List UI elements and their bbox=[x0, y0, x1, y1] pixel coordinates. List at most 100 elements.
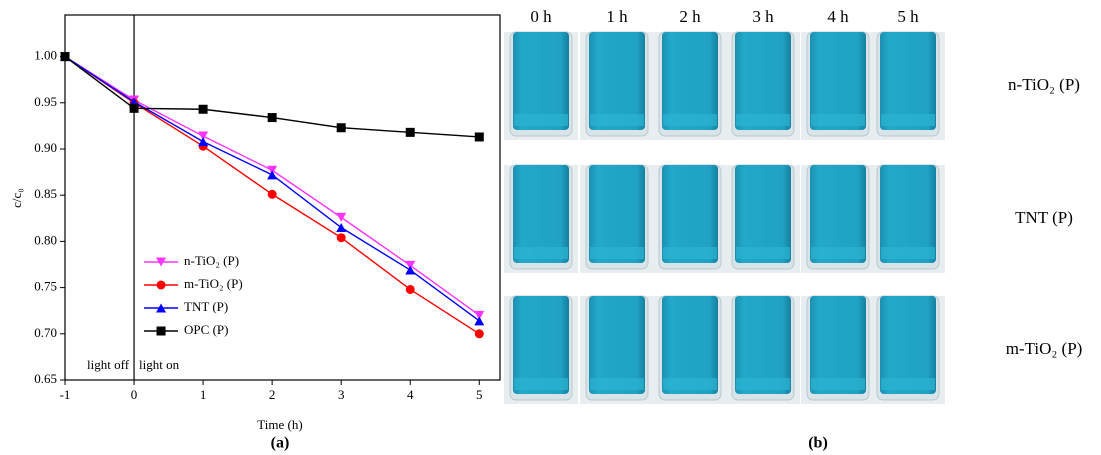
column-label: 5 h bbox=[897, 7, 919, 26]
y-tick-label: 0.65 bbox=[34, 371, 57, 386]
marker bbox=[267, 189, 277, 199]
column-label: 1 h bbox=[606, 7, 628, 26]
y-tick-label: 0.95 bbox=[34, 94, 57, 109]
liquid bbox=[810, 165, 866, 263]
liquid bbox=[880, 165, 936, 263]
marker bbox=[198, 131, 209, 141]
marker bbox=[156, 257, 167, 267]
marker bbox=[336, 223, 347, 233]
liquid bbox=[880, 32, 936, 130]
liquid-bottom bbox=[736, 378, 790, 390]
marker bbox=[156, 326, 166, 336]
x-tick-label: 1 bbox=[200, 387, 207, 402]
liquid-bottom bbox=[811, 378, 865, 390]
y-tick-label: 0.75 bbox=[34, 279, 57, 294]
series-line bbox=[64, 55, 480, 316]
liquid bbox=[810, 296, 866, 394]
liquid-bottom bbox=[736, 114, 790, 126]
row-label: n-TiO₂ (P) bbox=[1008, 75, 1080, 94]
column-label: 4 h bbox=[827, 7, 849, 26]
legend: n-TiO₂ (P) m-TiO₂ (P) TNT (P) OPC (P) bbox=[144, 253, 243, 337]
marker bbox=[405, 127, 415, 137]
legend-label: OPC (P) bbox=[184, 322, 228, 337]
legend-marker bbox=[156, 326, 166, 336]
legend-marker bbox=[156, 280, 166, 290]
liquid bbox=[589, 296, 645, 394]
caption: (a) bbox=[271, 435, 290, 452]
x-tick-label: 3 bbox=[338, 387, 345, 402]
marker bbox=[267, 165, 278, 175]
y-tick-label: 0.90 bbox=[34, 140, 57, 155]
marker bbox=[267, 113, 277, 123]
y-tick-label: 0.80 bbox=[34, 232, 57, 247]
liquid-bottom bbox=[663, 247, 717, 259]
liquid-bottom bbox=[514, 378, 568, 390]
marker bbox=[474, 132, 484, 142]
liquid bbox=[589, 32, 645, 130]
column-label: 3 h bbox=[752, 7, 774, 26]
marker bbox=[474, 329, 484, 339]
x-tick-label: -1 bbox=[60, 387, 71, 402]
liquid-bottom bbox=[590, 114, 644, 126]
y-tick-label: 0.70 bbox=[34, 325, 57, 340]
liquid-bottom bbox=[590, 378, 644, 390]
x-axis-label: Time (h) bbox=[257, 417, 302, 432]
plot-frame bbox=[64, 14, 501, 381]
liquid bbox=[735, 296, 791, 394]
liquid-bottom bbox=[514, 247, 568, 259]
liquid bbox=[662, 296, 718, 394]
marker bbox=[267, 170, 278, 180]
marker bbox=[336, 233, 346, 243]
liquid-bottom bbox=[663, 114, 717, 126]
legend-label: m-TiO₂ (P) bbox=[184, 276, 243, 291]
row-label: TNT (P) bbox=[1015, 208, 1073, 227]
marker bbox=[156, 280, 166, 290]
liquid-bottom bbox=[811, 247, 865, 259]
marker bbox=[60, 52, 70, 62]
liquid-bottom bbox=[663, 378, 717, 390]
marker bbox=[156, 303, 167, 313]
column-label: 0 h bbox=[530, 7, 552, 26]
liquid-bottom bbox=[736, 247, 790, 259]
liquid bbox=[880, 296, 936, 394]
liquid bbox=[513, 165, 569, 263]
liquid bbox=[810, 32, 866, 130]
liquid-bottom bbox=[881, 114, 935, 126]
liquid bbox=[662, 32, 718, 130]
y-axis-label: c/c₀ bbox=[9, 188, 24, 208]
liquid-bottom bbox=[514, 114, 568, 126]
x-tick-label: 0 bbox=[131, 387, 138, 402]
annotation: light on bbox=[139, 357, 180, 372]
marker bbox=[474, 310, 485, 320]
legend-marker bbox=[156, 303, 167, 313]
marker bbox=[198, 104, 208, 114]
row-label: m-TiO₂ (P) bbox=[1006, 339, 1083, 358]
liquid bbox=[662, 165, 718, 263]
marker bbox=[129, 103, 139, 113]
liquid-bottom bbox=[881, 247, 935, 259]
legend-marker bbox=[156, 257, 167, 267]
annotation: light off bbox=[87, 357, 130, 372]
marker bbox=[405, 260, 416, 270]
liquid bbox=[513, 32, 569, 130]
liquid-bottom bbox=[811, 114, 865, 126]
marker bbox=[336, 123, 346, 133]
column-label: 2 h bbox=[679, 7, 701, 26]
legend-label: TNT (P) bbox=[184, 299, 228, 314]
liquid bbox=[735, 165, 791, 263]
marker bbox=[405, 284, 415, 294]
marker bbox=[198, 137, 209, 147]
marker bbox=[405, 265, 416, 275]
liquid bbox=[513, 296, 569, 394]
marker bbox=[336, 212, 347, 222]
liquid bbox=[589, 165, 645, 263]
x-tick-label: 5 bbox=[476, 387, 483, 402]
liquid-bottom bbox=[881, 378, 935, 390]
liquid bbox=[735, 32, 791, 130]
caption: (b) bbox=[808, 435, 828, 452]
marker bbox=[474, 316, 485, 326]
y-tick-label: 1.00 bbox=[34, 48, 57, 63]
y-tick-label: 0.85 bbox=[34, 186, 57, 201]
liquid-bottom bbox=[590, 247, 644, 259]
